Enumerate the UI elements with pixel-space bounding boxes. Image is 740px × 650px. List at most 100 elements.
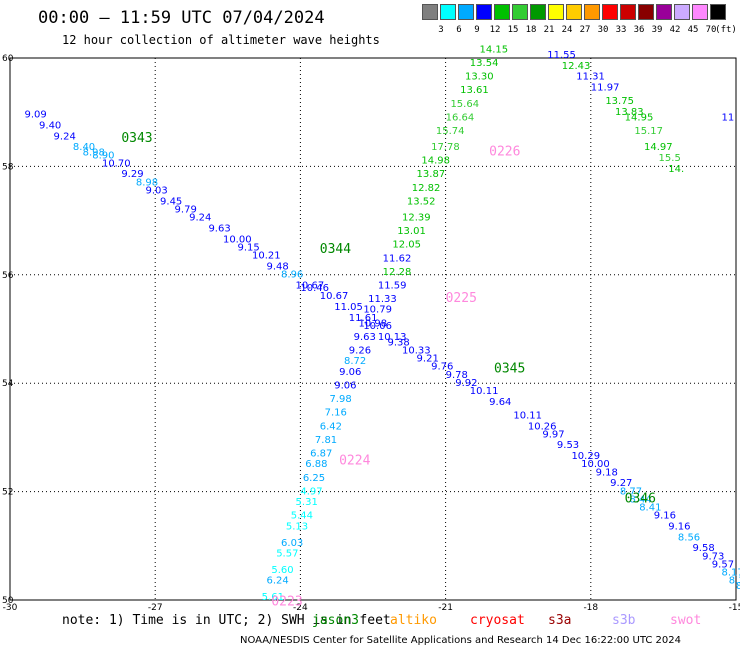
credit-line: NOAA/NESDIS Center for Satellite Applica… (240, 635, 682, 646)
wave-height-value: 13.30 (465, 72, 494, 83)
x-tick-label: -15 (729, 603, 740, 613)
wave-height-value: 9.09 (25, 110, 47, 121)
wave-height-value: 9.06 (339, 367, 361, 378)
wave-height-value: 5.31 (296, 497, 318, 508)
wave-height-value: 6.03 (281, 538, 303, 549)
color-swatch (458, 4, 474, 20)
wave-height-value: 9.73 (702, 551, 724, 562)
color-swatch (710, 4, 726, 20)
wave-height-value: 10.33 (402, 345, 431, 356)
wave-height-value: 5.44 (291, 511, 313, 522)
wave-height-value: 9.18 (596, 467, 618, 478)
color-scale-label: 42 (669, 25, 681, 35)
color-scale-unit: (ft) (715, 25, 737, 35)
wave-height-value: 13.01 (397, 226, 426, 237)
wave-height-value: 9.21 (417, 354, 439, 365)
wave-height-value: 10.29 (571, 451, 600, 462)
wave-height-value: 9.57 (712, 559, 734, 570)
color-scale-label: 6 (456, 25, 462, 35)
wave-height-value: 8.90 (92, 150, 114, 161)
wave-height-value: 10.67 (320, 291, 349, 302)
wave-height-value: 7.16 (325, 408, 347, 419)
color-swatch (620, 4, 636, 20)
color-scale-label: 15 (507, 25, 519, 35)
pass-label: 0224 (339, 454, 370, 469)
wave-height-value: 8.35 (729, 576, 740, 587)
color-swatch (422, 4, 438, 20)
wave-height-value: 9.40 (39, 120, 61, 131)
wave-height-value: 8.98 (83, 148, 105, 159)
wave-height-value: 9.97 (542, 429, 564, 440)
wave-height-value: 13.83 (615, 107, 644, 118)
color-scale-label: 24 (561, 25, 573, 35)
satellite-legend-item: s3a (548, 613, 572, 628)
color-scale-label: 3 (438, 25, 444, 35)
x-tick-label: -27 (148, 603, 163, 613)
wave-height-value: 8.44 (630, 494, 652, 505)
color-swatch (692, 4, 708, 20)
wave-height-value: 6.25 (303, 473, 325, 484)
wave-height-value: 6.24 (267, 576, 289, 587)
wave-height-value: 10.79 (363, 305, 392, 316)
wave-height-value: 9.78 (446, 370, 468, 381)
pass-label: 0346 (625, 491, 656, 506)
wave-height-value: 9.64 (489, 397, 511, 408)
plot-frame (9, 57, 737, 601)
wave-height-value: 14.15 (479, 45, 508, 56)
pass-label: 0223 (271, 594, 302, 609)
wave-height-value: 12.05 (392, 240, 421, 251)
wave-height-value: 12.39 (402, 213, 431, 224)
pass-label: 0343 (121, 131, 152, 146)
color-swatch (440, 4, 456, 20)
color-scale-label: 30 (597, 25, 609, 35)
wave-height-value: 10.21 (252, 251, 281, 262)
wave-height-value: 5.61 (262, 592, 284, 603)
wave-height-value: 15.74 (436, 126, 465, 137)
wave-height-value: 4.97 (300, 486, 322, 497)
wave-height-value: 9.24 (189, 213, 211, 224)
color-scale-label: 45 (687, 25, 699, 35)
wave-height-value: 9.76 (431, 362, 453, 373)
wave-height-value: 10.06 (363, 321, 392, 332)
wave-height-value: 9.92 (455, 378, 477, 389)
color-swatch (656, 4, 672, 20)
wave-height-value: 10.26 (528, 421, 557, 432)
wave-height-value: 10.11 (470, 386, 499, 397)
wave-height-value: 9.63 (208, 223, 230, 234)
wave-height-value: 9.79 (175, 204, 197, 215)
wave-height-value: 5.57 (276, 549, 298, 560)
wave-height-value: 11.55 (547, 50, 576, 61)
x-tick-label: -18 (583, 603, 598, 613)
satellite-legend-item: cryosat (470, 613, 525, 628)
pass-label: 0345 (494, 361, 525, 376)
color-scale-label: 21 (543, 25, 555, 35)
color-scale-label: 33 (615, 25, 627, 35)
wave-height-value: 12.28 (383, 267, 412, 278)
wave-height-value: 6.87 (310, 448, 332, 459)
satellite-legend-item: altiko (390, 613, 437, 628)
color-swatch (476, 4, 492, 20)
wave-height-value: 11.61 (349, 313, 378, 324)
page-title: 00:00 – 11:59 UTC 07/04/2024 (38, 8, 325, 28)
pass-label: 0226 (489, 145, 520, 160)
x-tick-label: -21 (438, 603, 453, 613)
wave-height-value: 14.98 (421, 156, 450, 167)
color-swatch (602, 4, 618, 20)
wave-height-value: 9.27 (610, 478, 632, 489)
color-scale-label: 70 (705, 25, 717, 35)
wave-height-value: 13.61 (460, 85, 489, 96)
wave-height-value: 14. (668, 164, 684, 175)
wave-height-value: 8.40 (73, 142, 95, 153)
wave-height-value: 9.63 (354, 332, 376, 343)
wave-height-value: 8.72 (344, 356, 366, 367)
color-swatch (494, 4, 510, 20)
x-tick-label: -24 (293, 603, 308, 613)
wave-height-value: 9.26 (349, 345, 371, 356)
wave-height-value: 9.03 (146, 186, 168, 197)
wave-height-value: 10.46 (300, 283, 329, 294)
wave-height-value: 9.15 (237, 242, 259, 253)
wave-height-value: 11.59 (378, 280, 407, 291)
y-tick-label: 60 (2, 54, 14, 64)
wave-height-value: 9.58 (692, 543, 714, 554)
